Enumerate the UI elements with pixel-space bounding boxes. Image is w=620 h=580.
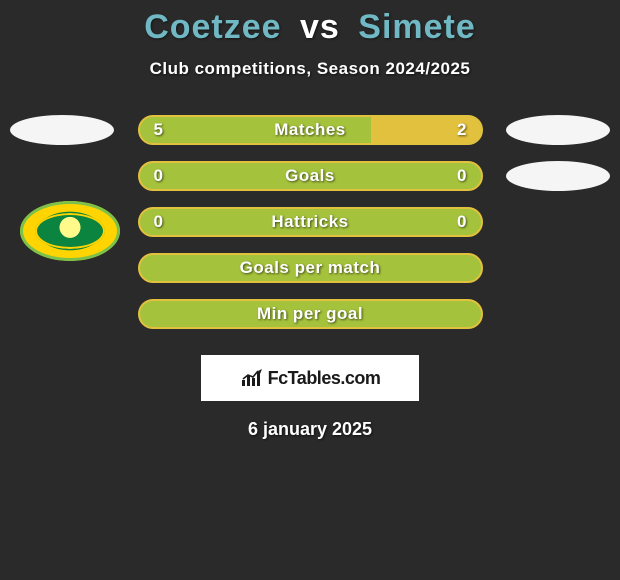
comparison-card: Coetzee vs Simete Club competitions, Sea…	[0, 0, 620, 440]
stat-bar: Matches 5 2	[138, 115, 483, 145]
player1-name: Coetzee	[144, 8, 281, 46]
team-badge-left	[10, 115, 114, 145]
card-subtitle: Club competitions, Season 2024/2025	[0, 59, 620, 79]
stat-bar: Goals per match	[138, 253, 483, 283]
team-badge-right	[506, 115, 610, 145]
stat-value-right: 0	[457, 166, 466, 186]
stat-bar: Hattricks 0 0	[138, 207, 483, 237]
stats-rows: Matches 5 2 Goals 0 0 Hattricks 0 0 Goals per mat…	[0, 107, 620, 337]
stat-row: Min per goal	[0, 291, 620, 337]
card-date: 6 january 2025	[0, 419, 620, 440]
stat-row: Matches 5 2	[0, 107, 620, 153]
stat-value-left: 0	[154, 166, 163, 186]
stat-value-right: 2	[457, 120, 466, 140]
stat-label: Goals per match	[240, 258, 381, 278]
stat-label: Min per goal	[257, 304, 363, 324]
stat-row: Goals per match	[0, 245, 620, 291]
stat-label: Hattricks	[271, 212, 348, 232]
chart-icon	[240, 368, 264, 388]
card-title: Coetzee vs Simete	[0, 8, 620, 47]
brand-text: FcTables.com	[268, 368, 381, 389]
team-badge-right	[506, 161, 610, 191]
stat-label: Goals	[285, 166, 335, 186]
fctables-logo: FcTables.com	[240, 368, 381, 389]
stat-row: Goals 0 0	[0, 153, 620, 199]
stat-bar: Min per goal	[138, 299, 483, 329]
vs-label: vs	[300, 8, 340, 46]
brand-footer: FcTables.com	[201, 355, 419, 401]
stat-row: Hattricks 0 0	[0, 199, 620, 245]
stat-value-left: 5	[154, 120, 163, 140]
stat-bar: Goals 0 0	[138, 161, 483, 191]
player2-name: Simete	[358, 8, 476, 46]
stat-value-left: 0	[154, 212, 163, 232]
stat-value-right: 0	[457, 212, 466, 232]
stat-label: Matches	[274, 120, 346, 140]
